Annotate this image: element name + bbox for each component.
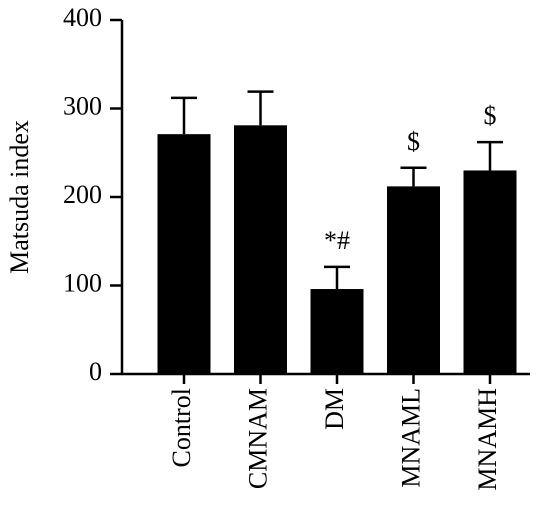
bar bbox=[463, 170, 517, 374]
x-tick-label: Control bbox=[167, 388, 196, 467]
x-tick-label: DM bbox=[320, 388, 349, 430]
bar bbox=[234, 125, 287, 374]
bar bbox=[157, 134, 211, 374]
annotation: *# bbox=[324, 226, 350, 255]
annotation: $ bbox=[484, 101, 497, 130]
bar bbox=[387, 186, 440, 374]
y-tick-label: 400 bbox=[63, 3, 102, 32]
bar bbox=[310, 289, 364, 374]
y-tick-label: 200 bbox=[63, 180, 102, 209]
y-tick-label: 0 bbox=[89, 357, 102, 386]
annotation: $ bbox=[407, 127, 420, 156]
y-tick-label: 100 bbox=[63, 268, 102, 297]
x-tick-label: CMNAM bbox=[243, 388, 272, 489]
x-tick-label: MNAMH bbox=[473, 388, 502, 491]
y-axis-label: Matsuda index bbox=[5, 120, 34, 274]
y-tick-label: 300 bbox=[63, 91, 102, 120]
x-tick-label: MNAML bbox=[396, 388, 425, 488]
